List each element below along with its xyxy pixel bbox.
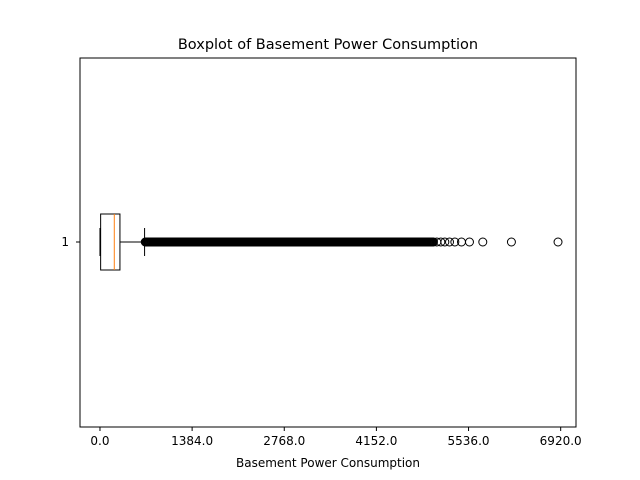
iqr-box [100, 213, 121, 271]
outlier-point [428, 237, 438, 247]
x-tick-label: 6920.0 [540, 434, 582, 448]
box-layer [99, 213, 563, 271]
outlier-point [553, 237, 563, 247]
outlier-point [436, 237, 446, 247]
outlier-point [506, 237, 516, 247]
x-tick-label: 1384.0 [171, 434, 213, 448]
outlier-point [478, 237, 488, 247]
x-tick-label: 4152.0 [355, 434, 397, 448]
chart-title: Boxplot of Basement Power Consumption [178, 37, 478, 53]
outlier-point [450, 237, 460, 247]
x-tick-label: 2768.0 [263, 434, 305, 448]
x-axis: 0.0 1384.0 2768.0 4152.0 5536.0 6920.0 [90, 427, 582, 448]
y-tick-label: 1 [61, 235, 69, 249]
outlier-point [445, 237, 455, 247]
x-tick-label: 5536.0 [448, 434, 490, 448]
x-axis-label: Basement Power Consumption [236, 456, 420, 470]
outliers [140, 237, 563, 247]
outlier-point [440, 237, 450, 247]
y-axis: 1 [61, 235, 80, 249]
x-tick-label: 0.0 [90, 434, 109, 448]
outlier-point [464, 237, 474, 247]
